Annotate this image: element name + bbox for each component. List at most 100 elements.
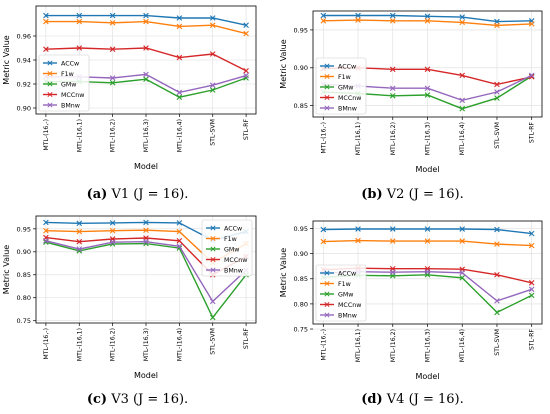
x-tick-label: MTL-(16,-) (43, 119, 50, 151)
legend-label-ACCw: ACCw (338, 63, 356, 70)
legend-marker-F1w (210, 235, 216, 242)
x-tick-label: STL-RF (529, 329, 536, 351)
data-point-F1w (76, 228, 83, 235)
x-tick-label: MTL-(16,4) (176, 328, 183, 361)
data-point-GMw (459, 274, 466, 281)
x-tick-label: MTL-(16,-) (43, 328, 50, 360)
data-point-BMnw (528, 72, 535, 79)
data-point-BMnw (109, 75, 116, 81)
x-tick-label: MTL-(16,1) (76, 119, 83, 152)
legend-box (38, 54, 90, 112)
caption-d-label: (d) (361, 392, 383, 407)
data-point-MCCnw (243, 68, 249, 74)
x-tick-label: STL-SVM (210, 119, 217, 146)
data-point-BMnw (494, 89, 500, 95)
data-point-BMnw (176, 89, 183, 96)
caption-c-text: V3 (J = 16). (111, 392, 189, 407)
data-point-ACCw (320, 12, 327, 19)
legend-label-BMnw: BMnw (61, 102, 80, 109)
legend-marker-BMnw (47, 102, 53, 108)
legend-marker-ACCw (210, 225, 216, 231)
data-point-F1w (355, 237, 361, 244)
x-tick-label: MTL-(16,4) (459, 329, 466, 362)
x-tick-label: MTL-(16,3) (425, 329, 432, 362)
x-axis-label: Model (134, 162, 158, 171)
data-point-BMnw (389, 85, 396, 92)
caption-c: (c) V3 (J = 16). (0, 392, 275, 407)
legend-label-F1w: F1w (224, 236, 237, 243)
y-tick-label: 0.95 (294, 26, 308, 34)
legend-marker-BMnw (324, 105, 330, 111)
data-point-BMnw (459, 269, 466, 276)
legend-marker-F1w (324, 280, 330, 287)
data-point-ACCw (76, 220, 83, 227)
data-point-GMw (528, 292, 535, 299)
data-point-F1w (528, 242, 535, 249)
data-point-ACCw (143, 12, 149, 19)
data-point-ACCw (459, 226, 466, 232)
x-tick-label: STL-RF (529, 122, 536, 144)
data-point-F1w (494, 241, 500, 247)
y-tick-label: 0.96 (17, 32, 31, 40)
caption-b-label: (b) (361, 187, 383, 202)
data-point-BMnw (76, 246, 83, 252)
data-point-ACCw (143, 219, 149, 226)
data-point-F1w (494, 22, 500, 29)
data-point-F1w (43, 227, 49, 234)
legend-marker-BMnw (324, 312, 330, 318)
data-point-MCCnw (459, 72, 466, 79)
data-point-MCCnw (76, 45, 83, 51)
data-point-MCCnw (209, 51, 216, 57)
data-point-ACCw (389, 12, 396, 19)
data-point-ACCw (355, 226, 361, 232)
legend: ACCw F1w GMw MCCnw BMnw (315, 57, 367, 115)
data-point-ACCw (424, 13, 431, 20)
data-point-F1w (320, 18, 327, 24)
data-point-F1w (389, 238, 396, 244)
legend-label-ACCw: ACCw (338, 270, 356, 277)
x-tick-label: MTL-(16,3) (143, 119, 150, 152)
data-point-ACCw (528, 230, 535, 237)
data-point-MCCnw (389, 66, 396, 73)
x-tick-label: MTL-(16,2) (110, 119, 117, 152)
data-point-MCCnw (494, 271, 500, 278)
caption-b-text: V2 (J = 16). (386, 187, 464, 202)
data-point-ACCw (494, 226, 500, 233)
legend-marker-GMw (324, 291, 330, 297)
data-point-GMw (176, 94, 183, 100)
legend-label-GMw: GMw (338, 84, 353, 91)
legend-marker-F1w (324, 73, 330, 80)
x-tick-label: STL-SVM (494, 122, 501, 149)
x-tick-label: MTL-(16,2) (390, 329, 397, 362)
legend-marker-ACCw (324, 63, 330, 69)
x-tick-label: MTL-(16,1) (355, 329, 362, 362)
data-point-MCCnw (76, 238, 83, 245)
legend-label-BMnw: BMnw (338, 105, 357, 112)
y-tick-label: 0.94 (17, 56, 31, 64)
data-point-F1w (243, 30, 249, 37)
data-point-BMnw (209, 82, 216, 88)
data-point-F1w (424, 238, 431, 244)
data-point-BMnw (389, 269, 396, 276)
data-point-MCCnw (176, 54, 183, 61)
legend-label-ACCw: ACCw (61, 60, 79, 67)
x-tick-label: MTL-(16,-) (320, 329, 327, 361)
x-tick-label: MTL-(16,2) (390, 122, 397, 155)
data-point-F1w (389, 18, 396, 24)
data-point-MCCnw (528, 74, 535, 80)
caption-a-text: V1 (J = 16). (111, 187, 189, 202)
data-point-F1w (459, 238, 466, 244)
legend-label-F1w: F1w (338, 74, 351, 81)
data-point-MCCnw (176, 238, 183, 244)
data-point-GMw (209, 87, 216, 93)
y-tick-label: 0.75 (294, 325, 308, 333)
legend-marker-MCCnw (324, 301, 330, 308)
y-axis-label: Metric Value (2, 35, 11, 84)
caption-a-label: (a) (86, 187, 108, 202)
y-tick-label: 0.75 (17, 317, 31, 325)
legend: ACCw F1w GMw MCCnw BMnw (201, 219, 253, 277)
legend-label-GMw: GMw (61, 81, 76, 88)
data-point-ACCw (355, 12, 361, 19)
data-point-GMw (494, 95, 500, 101)
data-point-F1w (528, 21, 535, 27)
